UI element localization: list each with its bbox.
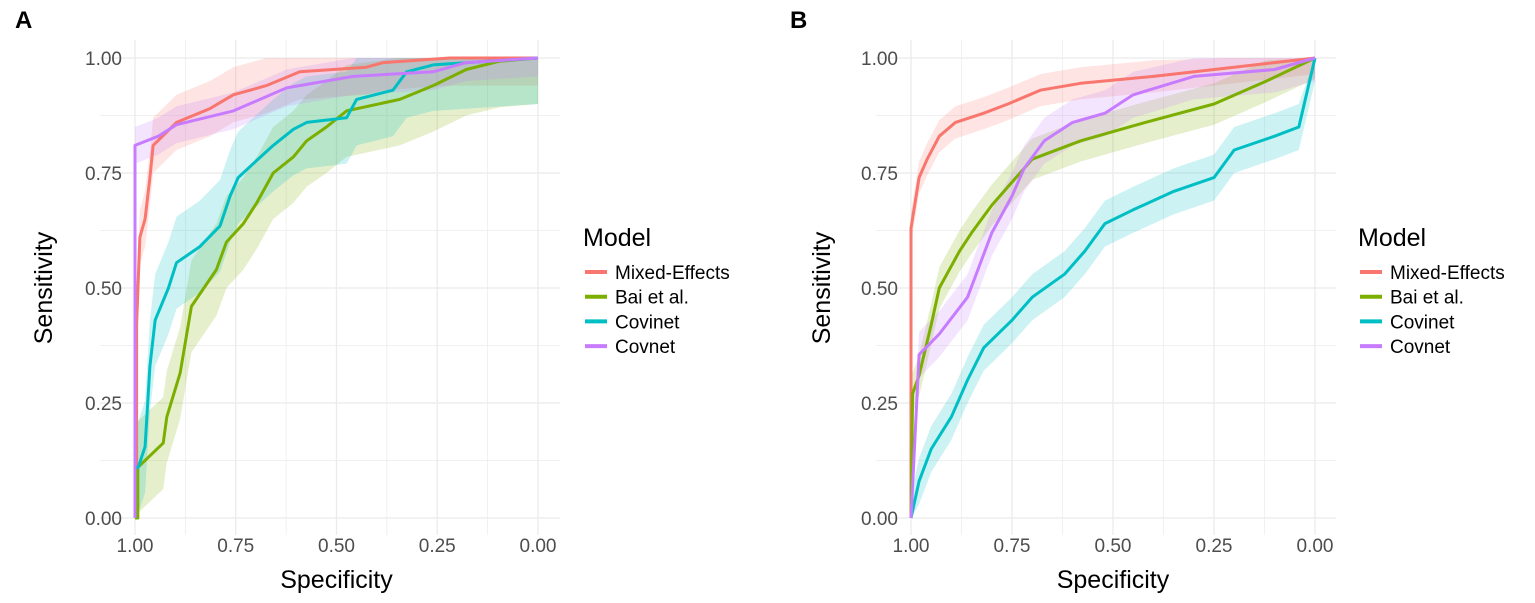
x-tick-label: 0.75 bbox=[994, 536, 1031, 557]
x-axis-title: Specificity bbox=[1057, 566, 1170, 594]
x-tick-label: 1.00 bbox=[117, 536, 154, 557]
legend-item-label: Covnet bbox=[615, 337, 676, 358]
x-axis-title: Specificity bbox=[280, 566, 393, 594]
y-axis-title: Sensitivity bbox=[30, 231, 58, 344]
x-tick-label: 0.50 bbox=[1095, 536, 1132, 557]
x-tick-label: 0.00 bbox=[520, 536, 557, 557]
legend-item-label: Covinet bbox=[1390, 312, 1455, 333]
y-tick-label: 0.75 bbox=[861, 164, 898, 185]
y-tick-label: 0.75 bbox=[85, 164, 122, 185]
x-tick-label: 0.50 bbox=[318, 536, 355, 557]
roc-line-bai-et-al- bbox=[135, 56, 539, 520]
roc-line-mixed-effects bbox=[909, 56, 1316, 518]
y-tick-label: 0.00 bbox=[85, 509, 122, 530]
legend-title: Model bbox=[1358, 224, 1426, 252]
panel-a: 1.00 0.75 0.50 0.25 0.00 0.00 0.25 0.50 0.75 1.00… bbox=[15, 7, 730, 594]
ci-band-3 bbox=[911, 58, 1315, 518]
y-tick-label: 0.25 bbox=[861, 394, 898, 415]
panel-label: A bbox=[15, 7, 32, 34]
y-tick-label: 1.00 bbox=[861, 49, 898, 70]
y-tick-label: 1.00 bbox=[85, 49, 122, 70]
x-tick-label: 0.75 bbox=[217, 536, 254, 557]
legend-title: Model bbox=[583, 224, 651, 252]
x-tick-label: 0.25 bbox=[1196, 536, 1233, 557]
x-tick-label: 0.25 bbox=[419, 536, 456, 557]
ci-band-1 bbox=[135, 58, 538, 518]
roc-line-covnet bbox=[133, 56, 539, 518]
y-tick-label: 0.50 bbox=[85, 279, 122, 300]
legend-item-label: Covinet bbox=[615, 312, 680, 333]
roc-line-covnet bbox=[909, 56, 1316, 519]
x-tick-label: 0.00 bbox=[1297, 536, 1334, 557]
legend-item-label: Bai et al. bbox=[1390, 288, 1464, 309]
legend: Model Mixed-Effects Bai et al. Covinet Covne… bbox=[583, 224, 730, 358]
panel-label: B bbox=[790, 7, 807, 34]
legend-item-label: Mixed-Effects bbox=[615, 263, 730, 284]
y-axis-title: Sensitivity bbox=[808, 231, 836, 344]
ci-band-2 bbox=[135, 58, 538, 518]
y-tick-label: 0.50 bbox=[861, 279, 898, 300]
roc-line-mixed-effects bbox=[135, 56, 538, 520]
ci-band-1 bbox=[911, 58, 1315, 518]
roc-line-covinet bbox=[909, 57, 1317, 519]
y-tick-label: 0.25 bbox=[85, 394, 122, 415]
panel-b: 1.00 0.75 0.50 0.25 0.00 0.00 0.25 0.50 0.75 1.00… bbox=[790, 7, 1505, 594]
y-tick-label: 0.00 bbox=[861, 509, 898, 530]
ci-band-2 bbox=[911, 58, 1315, 518]
roc-line-covinet bbox=[133, 56, 539, 518]
ci-band-0 bbox=[135, 58, 538, 518]
legend-item-label: Mixed-Effects bbox=[1390, 263, 1505, 284]
x-tick-label: 1.00 bbox=[893, 536, 930, 557]
legend-item-label: Bai et al. bbox=[615, 288, 689, 309]
legend-item-label: Covnet bbox=[1390, 337, 1451, 358]
legend: Model Mixed-Effects Bai et al. Covinet Covne… bbox=[1358, 224, 1505, 358]
roc-line-bai-et-al- bbox=[909, 56, 1316, 519]
